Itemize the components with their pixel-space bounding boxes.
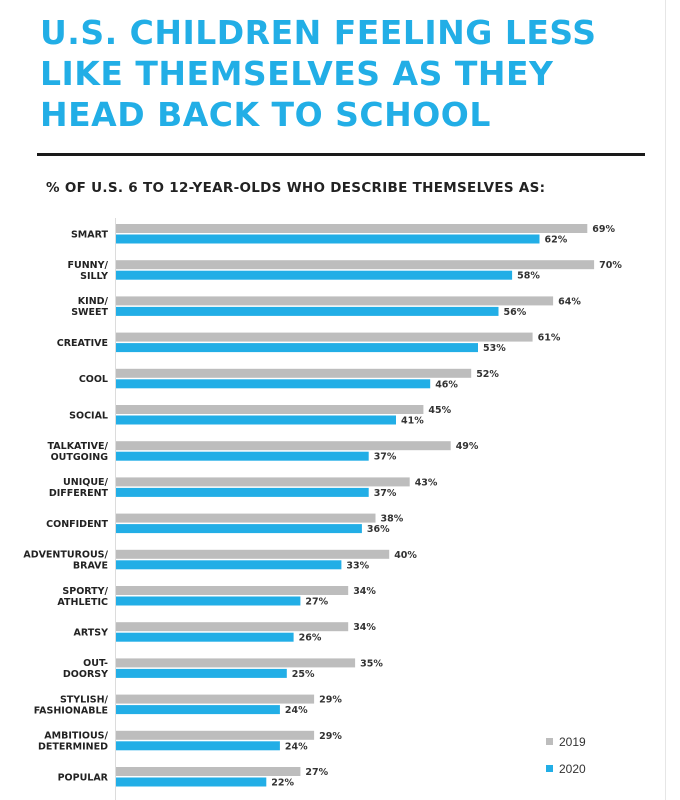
legend-item-2019: 2019 [546, 735, 586, 749]
data-label-2019: 35% [360, 658, 383, 669]
data-label-2020: 36% [367, 524, 390, 535]
bar-2019 [116, 586, 349, 595]
bar-2020 [116, 306, 499, 316]
bar-2020 [116, 343, 478, 353]
data-label-2019: 29% [319, 695, 342, 706]
legend-swatch-2019 [546, 738, 553, 745]
data-label-2019: 27% [305, 767, 328, 778]
category-label: AMBITIOUS/DETERMINED [38, 731, 109, 753]
data-label-2020: 37% [374, 488, 397, 499]
data-label-2020: 24% [285, 741, 308, 752]
bar-2019 [116, 296, 554, 306]
data-label-2020: 33% [346, 560, 369, 571]
data-label-2020: 41% [401, 416, 424, 427]
bar-2020 [116, 596, 301, 606]
bar-2020 [116, 451, 369, 461]
bar-2020 [116, 487, 369, 497]
data-label-2019: 70% [599, 260, 622, 271]
page-edge-line [665, 0, 666, 800]
bar-2020 [116, 705, 280, 715]
bar-2020 [116, 234, 540, 244]
data-label-2020: 53% [483, 343, 506, 354]
bar-2019 [116, 730, 315, 740]
legend-item-2020: 2020 [546, 762, 586, 776]
bar-2019 [116, 622, 349, 632]
title-divider [37, 153, 645, 156]
data-label-2019: 34% [353, 622, 376, 633]
data-label-2020: 26% [299, 633, 322, 644]
category-label: OUT-DOORSY [63, 658, 108, 680]
category-label: SMART [71, 229, 109, 240]
data-label-2019: 38% [381, 514, 404, 525]
category-label: STYLISH/FASHIONABLE [34, 694, 109, 716]
category-label: FUNNY/SILLY [68, 260, 109, 282]
data-label-2020: 27% [305, 597, 328, 608]
bar-2019 [116, 368, 472, 378]
bar-2020 [116, 560, 342, 570]
bar-2019 [116, 441, 451, 451]
category-label: ADVENTUROUS/BRAVE [23, 550, 108, 572]
category-axis-line [115, 218, 116, 800]
category-label: COOL [79, 374, 108, 385]
legend-label-2019: 2019 [559, 735, 586, 749]
category-label: CREATIVE [57, 338, 108, 349]
data-label-2019: 49% [456, 441, 479, 452]
data-label-2019: 64% [558, 296, 581, 307]
data-label-2020: 46% [435, 379, 458, 390]
bar-2019 [116, 658, 356, 668]
bar-2020 [116, 379, 431, 389]
category-label: UNIQUE/DIFFERENT [49, 477, 109, 499]
bar-2020 [116, 632, 294, 642]
data-label-2019: 52% [476, 369, 499, 380]
bar-2020 [116, 777, 267, 787]
bar-2019 [116, 224, 588, 233]
bar-2019 [116, 694, 315, 704]
bar-2020 [116, 270, 513, 280]
data-label-2020: 62% [545, 235, 568, 246]
bar-2019 [116, 767, 301, 776]
data-label-2019: 40% [394, 550, 417, 561]
data-label-2020: 58% [517, 271, 540, 282]
bar-2020 [116, 415, 396, 425]
category-label: KIND/SWEET [71, 296, 108, 318]
data-label-2019: 69% [592, 224, 615, 235]
data-label-2019: 61% [538, 333, 561, 344]
data-label-2020: 56% [504, 307, 527, 318]
data-label-2019: 29% [319, 731, 342, 742]
chart-subtitle: % OF U.S. 6 TO 12-YEAR-OLDS WHO DESCRIBE… [46, 180, 546, 196]
category-label: SPORTY/ATHLETIC [57, 586, 108, 608]
category-label: POPULAR [58, 772, 109, 783]
data-label-2020: 37% [374, 452, 397, 463]
legend-label-2020: 2020 [559, 762, 586, 776]
category-label: ARTSY [74, 628, 109, 639]
category-label: CONFIDENT [46, 519, 108, 530]
bar-2019 [116, 260, 595, 270]
data-label-2020: 25% [292, 669, 315, 680]
data-label-2019: 34% [353, 586, 376, 597]
data-label-2020: 22% [271, 778, 294, 789]
bar-2019 [116, 332, 533, 342]
category-label: TALKATIVE/OUTGOING [48, 441, 109, 463]
category-label: SOCIAL [69, 410, 108, 421]
page-title: U.S. CHILDREN FEELING LESS LIKE THEMSELV… [40, 13, 597, 134]
bar-2019 [116, 549, 390, 559]
legend-swatch-2020 [546, 765, 553, 772]
bar-2019 [116, 513, 376, 523]
bar-2019 [116, 477, 410, 487]
data-label-2020: 24% [285, 705, 308, 716]
bar-2019 [116, 405, 424, 414]
bar-2020 [116, 741, 280, 751]
data-label-2019: 45% [428, 405, 451, 416]
bar-2020 [116, 524, 362, 534]
data-label-2019: 43% [415, 477, 438, 488]
bar-2020 [116, 668, 287, 678]
